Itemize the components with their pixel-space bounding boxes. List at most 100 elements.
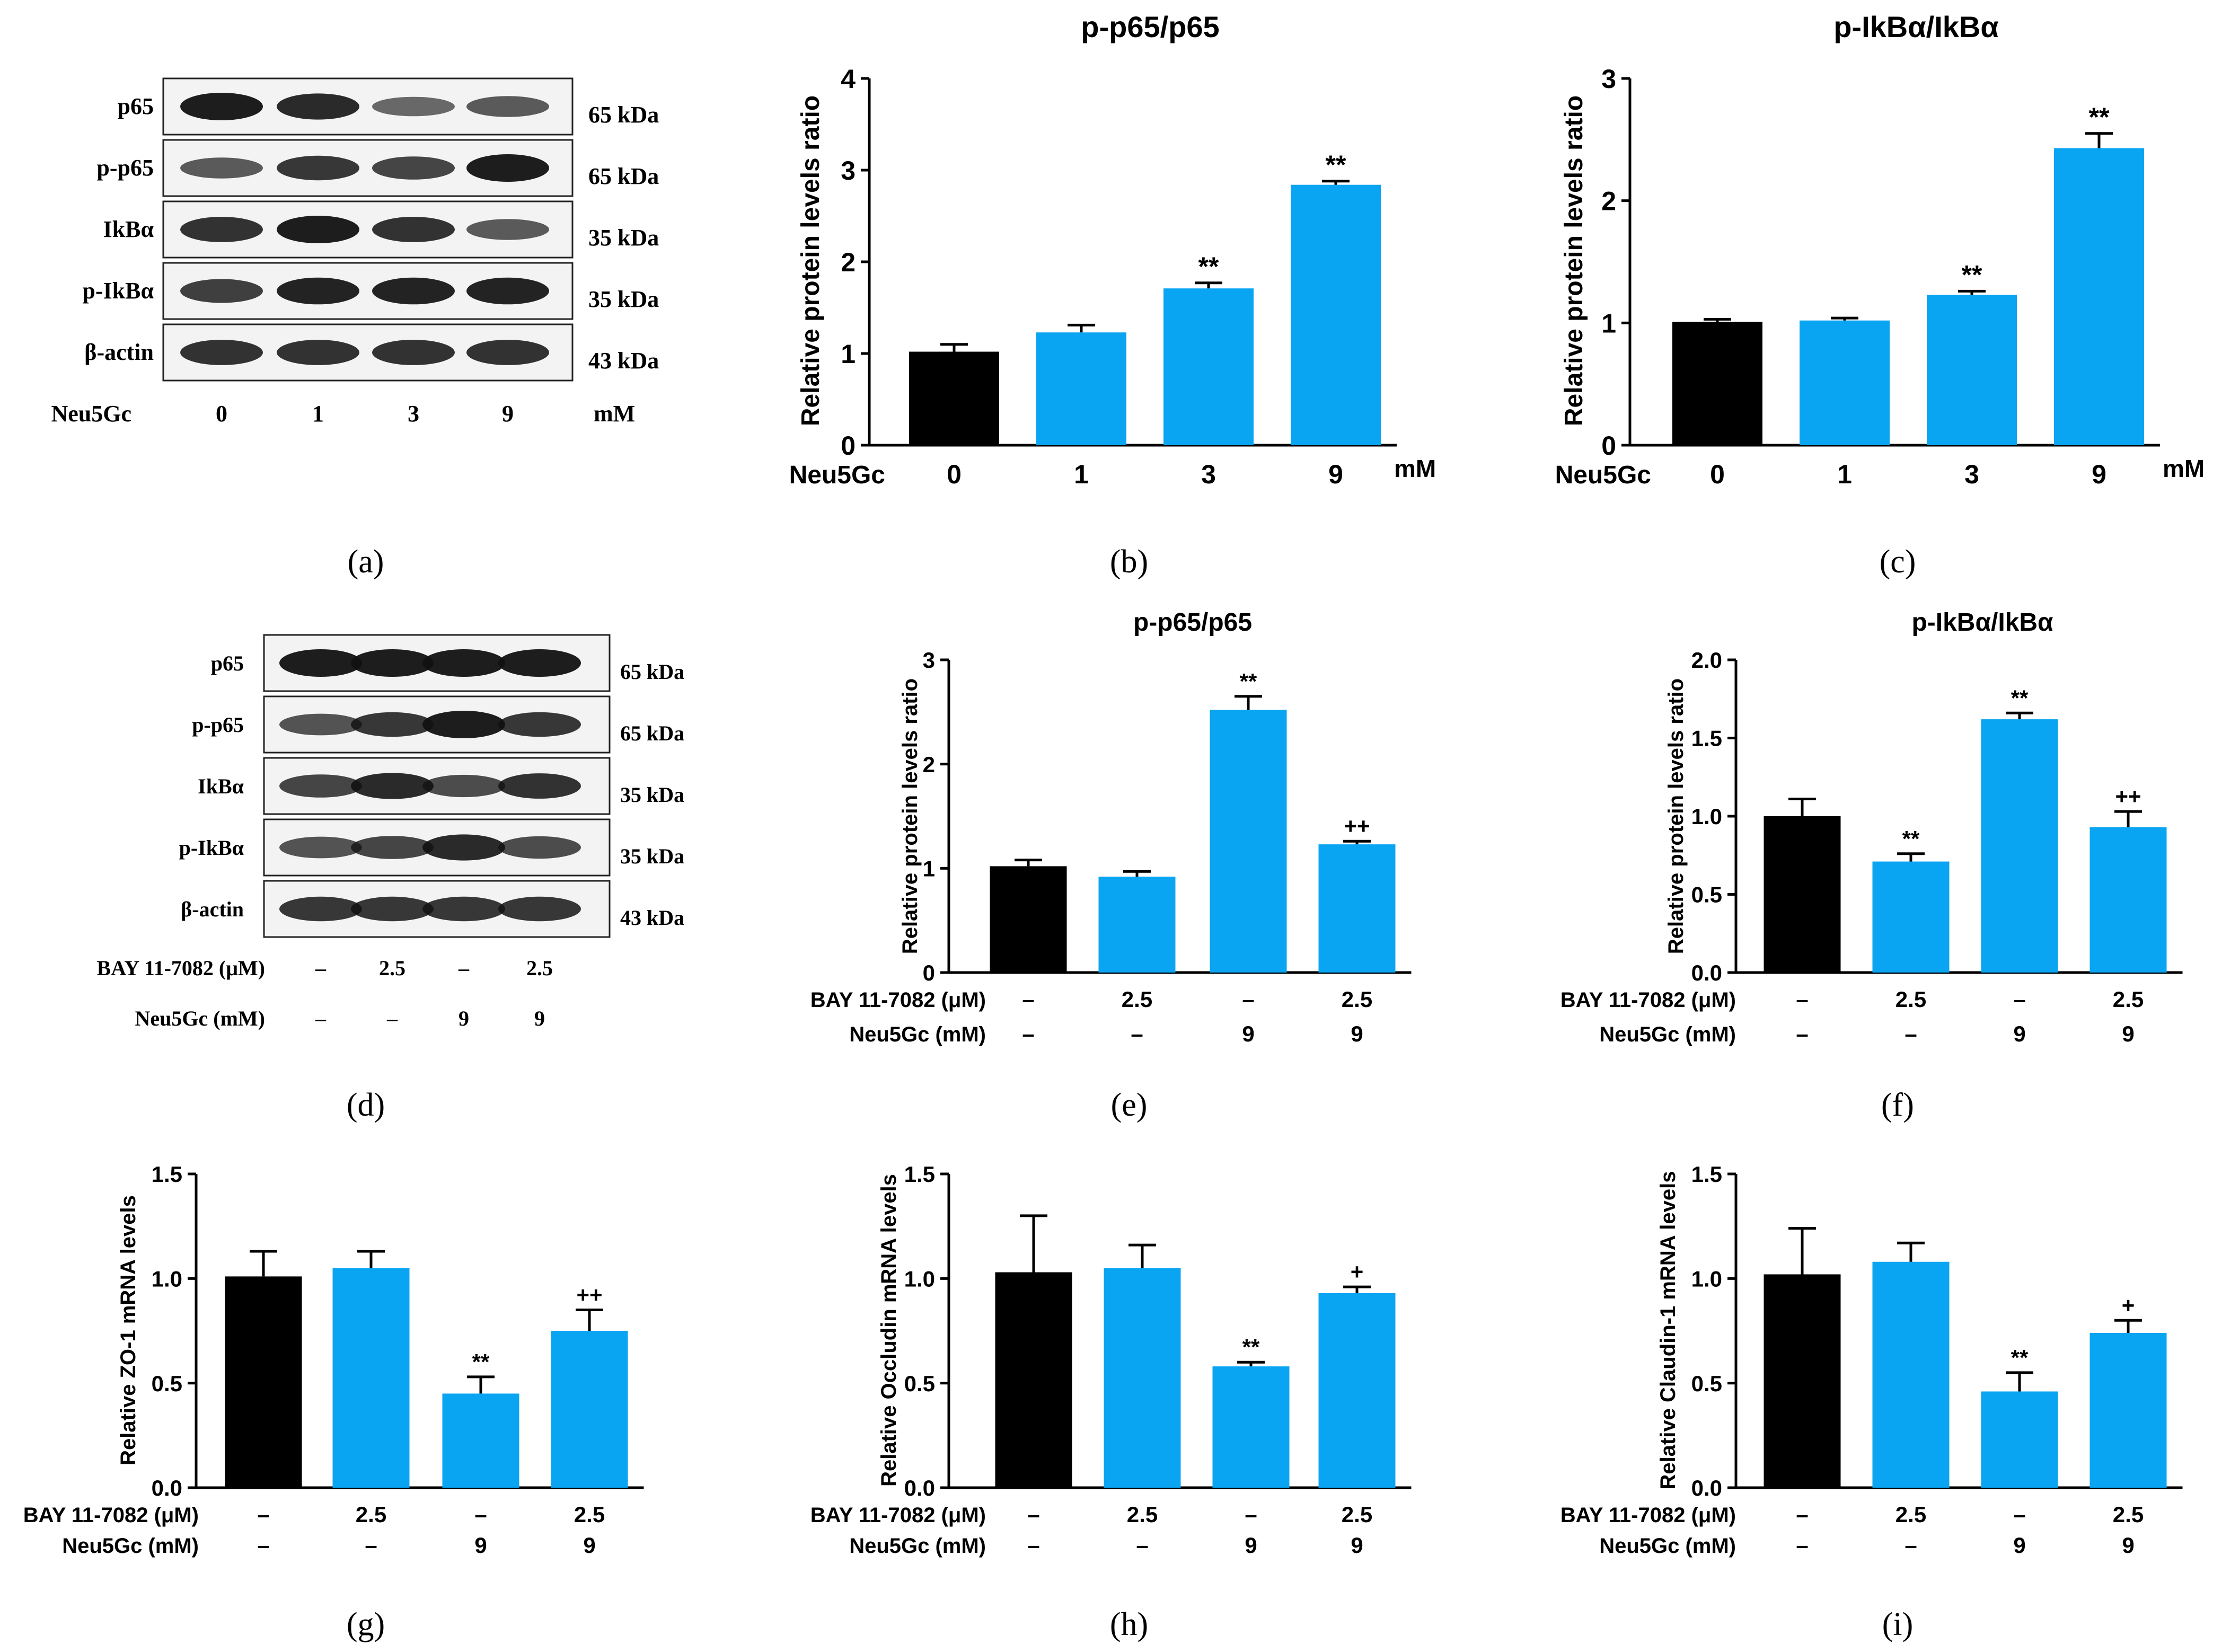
condition-value: – (1027, 1502, 1039, 1527)
y-tick-label: 1 (1601, 308, 1616, 338)
y-axis-label: Relative ZO-1 mRNA levels (117, 1195, 140, 1465)
bar (1318, 1293, 1396, 1488)
condition-label: Neu5Gc (mM) (62, 1534, 199, 1558)
condition-value: 9 (2122, 1021, 2134, 1046)
bar (1764, 1274, 1841, 1488)
bar (2089, 1332, 2167, 1488)
blot-size-label: 43 kDa (620, 906, 684, 930)
condition-value: 9 (1351, 1021, 1363, 1046)
y-tick-label: 0 (923, 960, 935, 985)
condition-value: 2.5 (1127, 1502, 1158, 1527)
y-tick-label: 3 (1601, 64, 1616, 94)
bar (332, 1268, 410, 1488)
blot-size-label: 65 kDa (588, 102, 659, 128)
blot-band (498, 836, 581, 859)
bar (1318, 844, 1396, 973)
y-tick-label: 3 (923, 648, 935, 673)
blot-condition-value: 9 (502, 401, 514, 427)
condition-value: 2.5 (356, 1502, 386, 1527)
condition-value: – (474, 1502, 487, 1527)
condition-unit: mM (2163, 455, 2205, 482)
bar (442, 1393, 519, 1488)
y-axis-label: Relative protein levels ratio (1664, 678, 1688, 954)
blot-protein-label: p-p65 (192, 713, 244, 737)
blot-size-label: 65 kDa (620, 660, 684, 684)
blot-band (466, 96, 549, 117)
blot-band (351, 649, 434, 677)
blot-protein-label: β-actin (84, 339, 154, 365)
bar (1212, 1366, 1290, 1488)
y-tick-label: 1.5 (1691, 1162, 1722, 1187)
condition-value: 9 (2013, 1021, 2025, 1046)
y-tick-label: 1.5 (904, 1162, 935, 1187)
blot-condition-label: Neu5Gc (51, 401, 131, 427)
y-tick-label: 0 (1601, 431, 1616, 461)
y-tick-label: 0.5 (904, 1371, 935, 1396)
condition-value: 9 (2122, 1533, 2134, 1558)
bar (1872, 861, 1950, 973)
condition-value: – (1905, 1021, 1917, 1046)
y-tick-label: 0.5 (1691, 1371, 1722, 1396)
blot-condition-value: – (315, 1006, 327, 1030)
y-tick-label: 0 (841, 431, 856, 461)
condition-value: – (257, 1502, 269, 1527)
condition-label: BAY 11-7082 (μM) (810, 1504, 986, 1527)
y-tick-label: 2 (841, 248, 856, 277)
blot-band (351, 896, 434, 922)
blot-band (466, 277, 549, 305)
blot-condition-label: BAY 11-7082 (μM) (97, 956, 265, 980)
bar (1981, 1391, 2058, 1488)
panel-letter: (h) (1110, 1606, 1148, 1642)
blot-band (372, 340, 455, 365)
significance-marker: ++ (576, 1283, 602, 1308)
condition-value: – (365, 1533, 377, 1558)
condition-value: 2.5 (1342, 1502, 1372, 1527)
y-tick-label: 2 (923, 752, 935, 777)
significance-marker: ** (472, 1349, 490, 1374)
blot-condition-value: 9 (459, 1006, 469, 1030)
y-axis-label: Relative Claudin-1 mRNA levels (1656, 1171, 1680, 1490)
blot-band (351, 836, 434, 859)
blot-condition-value: – (386, 1006, 398, 1030)
y-axis-label: Relative Occludin mRNA levels (877, 1174, 901, 1487)
blot-condition-value: – (458, 956, 470, 980)
y-tick-label: 1.0 (904, 1266, 935, 1291)
condition-value: 2.5 (574, 1502, 605, 1527)
panel-letter: (b) (1110, 544, 1148, 580)
panel-letter: (a) (348, 544, 384, 580)
blot-condition-label: Neu5Gc (mM) (135, 1006, 265, 1030)
condition-value: 9 (474, 1533, 487, 1558)
y-tick-label: 1.0 (1691, 804, 1722, 829)
panel-letter: (f) (1881, 1087, 1914, 1123)
y-tick-label: 3 (841, 156, 856, 185)
blot-condition-value: 2.5 (526, 956, 553, 980)
significance-marker: ** (2011, 1345, 2029, 1370)
y-tick-label: 0.5 (152, 1371, 182, 1396)
blot-band (422, 649, 505, 677)
condition-label: BAY 11-7082 (μM) (1560, 988, 1736, 1012)
y-tick-label: 1.0 (1691, 1266, 1722, 1291)
bar (1104, 1268, 1181, 1488)
blot-band (180, 279, 263, 303)
blot-band (372, 96, 455, 117)
blot-band (180, 340, 263, 365)
panel-letter: (g) (347, 1606, 385, 1642)
panel-letter: (d) (347, 1087, 385, 1123)
chart-title: p-p65/p65 (1081, 10, 1219, 43)
bar (1163, 288, 1254, 445)
bar (1672, 322, 1762, 445)
condition-value: – (1796, 1502, 1808, 1527)
significance-marker: ++ (2115, 784, 2141, 809)
condition-value: – (257, 1533, 269, 1558)
y-tick-label: 0.0 (152, 1476, 182, 1500)
y-tick-label: 0.0 (904, 1476, 935, 1500)
condition-value: 2.5 (1342, 987, 1372, 1012)
blot-band (279, 713, 362, 736)
blot-protein-label: β-actin (181, 897, 244, 921)
condition-value: 9 (1328, 460, 1343, 489)
y-tick-label: 0.0 (1691, 960, 1722, 985)
blot-condition-value: – (315, 956, 327, 980)
bar (2089, 827, 2167, 973)
blot-band (372, 277, 455, 305)
